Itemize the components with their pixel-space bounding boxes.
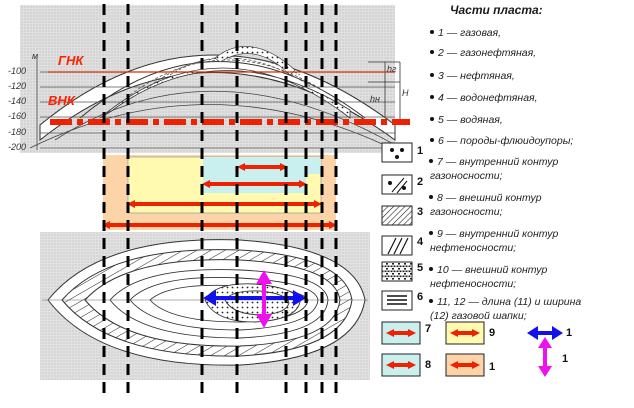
legend-line-7b: газоносности; [430,170,503,182]
oil-thickness-label: hн [370,94,380,104]
legend-line-2: 2 — газонефтяная, [430,47,536,59]
pattern-swatches [381,142,413,311]
swatch-gas-zone [381,142,413,163]
gas-thickness-label: hг [387,64,397,74]
pattern-key-2: 2 [417,176,424,188]
depth-label-180: -180 [8,127,27,137]
legend-line-4: 4 — водонефтяная, [430,92,538,104]
bullet-icon [429,231,433,235]
total-thickness-label: Н [402,88,409,98]
bullet-icon [429,299,433,303]
bullet-icon [430,117,434,121]
pattern-key-5: 5 [417,262,424,274]
legend-line-10b: нефтеносности; [430,278,517,290]
bullet-icon [430,95,434,99]
depth-label-100: -100 [8,66,27,76]
arrow-key-8: 8 [425,359,432,371]
pattern-key-4: 4 [417,236,424,248]
swatch-oil-zone [381,205,413,226]
zone-bands [103,155,336,230]
depth-unit-label: м [32,51,39,61]
vnk-label: ВНК [48,93,75,108]
legend-line-6: 6 — породы-флюидоупоры; [430,135,573,147]
legend-line-8: 8 — внешний контур [429,192,542,204]
cross-section [20,5,401,153]
arrow-key-10: 1 [489,361,496,373]
pattern-key-1: 1 [417,145,424,157]
bullet-icon [429,267,433,271]
legend-line-7: 7 — внутренний контур [429,156,558,168]
pattern-key-3: 3 [417,206,424,218]
legend-line-11: 11, 12 — длина (11) и ширина [429,296,581,308]
arrow-key-boxes [381,321,563,377]
depth-label-160: -160 [8,111,27,121]
depth-label-200: -200 [8,142,27,152]
legend-line-10: 10 — внешний контур [429,264,547,276]
legend-line-9: 9 — внутренний контур [429,228,558,240]
depth-label-140: -140 [8,96,27,106]
legend-line-1: 1 — газовая, [430,27,501,39]
vertical-projection-lines [102,4,338,395]
depth-label-120: -120 [8,81,27,91]
arrow-key-11: 1 [566,327,573,339]
legend-line-9b: нефтеносности; [430,242,517,254]
arrow-key-9: 9 [489,327,496,339]
bullet-icon [430,73,434,77]
legend-title: Части пласта: [450,3,543,17]
bullet-icon [430,138,434,142]
map-view [40,232,370,380]
legend-line-3: 3 — нефтяная, [430,70,515,82]
bullet-icon [429,195,433,199]
swatch-water-zone [381,261,413,282]
bullet-icon [429,159,433,163]
gnk-label: ГНК [58,53,84,68]
bullet-icon [430,50,434,54]
gas-cap-arrows [203,270,306,328]
legend-line-8b: газоносности; [430,206,503,218]
legend-line-11b: (12) газовой шапки; [430,310,527,322]
legend-line-5: 5 — водяная, [430,114,503,126]
arrow-key-12: 1 [562,353,569,365]
bullet-icon [430,30,434,34]
arrow-key-7: 7 [425,323,432,335]
swatch-gas-oil-zone [381,174,413,195]
pattern-key-6: 6 [417,291,424,303]
